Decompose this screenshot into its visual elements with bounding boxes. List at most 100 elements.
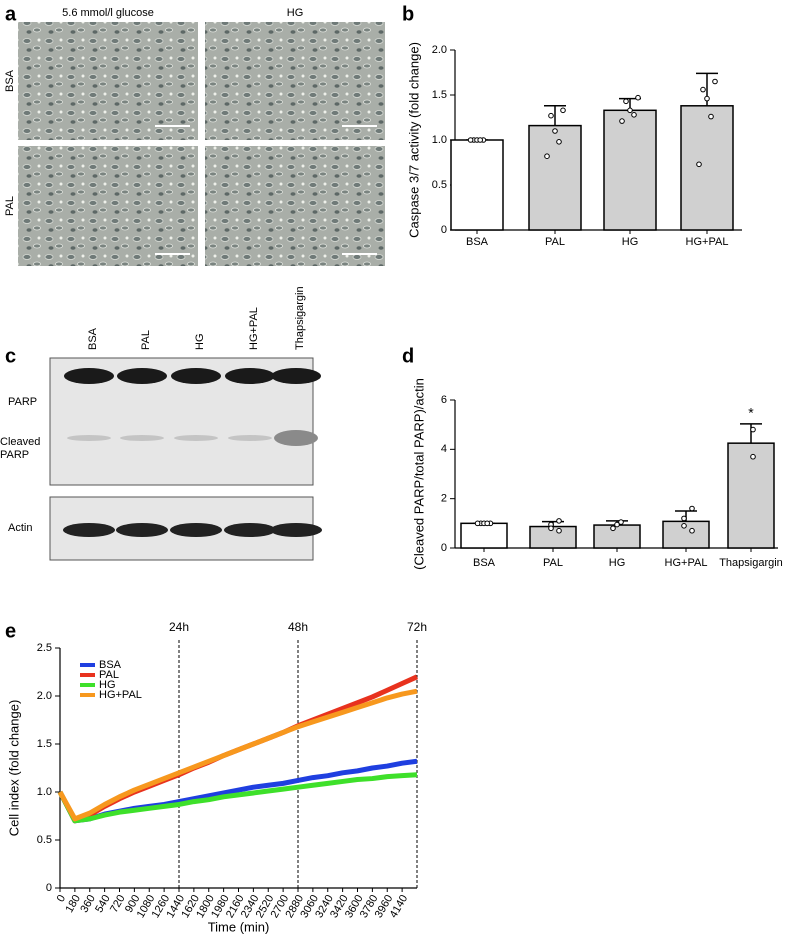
- data-point: [696, 161, 702, 168]
- y-tick-label: 0: [441, 224, 447, 236]
- bar: [680, 105, 734, 231]
- y-axis-label: Caspase 3/7 activity (fold change): [406, 42, 421, 238]
- blot-band: [274, 430, 318, 446]
- x-tick-label: Thapsigargin: [719, 557, 783, 569]
- column-label: HG: [287, 7, 304, 19]
- legend-label: HG: [99, 679, 116, 691]
- reference-label: 24h: [169, 620, 189, 634]
- bar: [593, 524, 641, 549]
- data-point: [681, 523, 687, 529]
- legend-label: HG+PAL: [99, 689, 142, 701]
- data-point: [631, 112, 637, 118]
- blot-band: [67, 435, 111, 441]
- blot-band: [64, 368, 114, 384]
- micrograph: [205, 22, 385, 140]
- x-tick-label: HG+PAL: [686, 236, 729, 248]
- data-point: [681, 515, 687, 522]
- data-point: [689, 527, 695, 534]
- y-tick-label: 0: [441, 542, 447, 554]
- y-tick-label: 0.5: [37, 834, 52, 846]
- reference-label: 72h: [407, 620, 427, 634]
- x-tick-label: HG: [622, 236, 639, 248]
- y-tick-label: 2.0: [37, 690, 52, 702]
- annotation: *: [748, 405, 754, 421]
- data-point: [618, 519, 624, 525]
- data-point: [623, 98, 629, 105]
- lane-label: HG+PAL: [248, 307, 260, 350]
- row-label: BSA: [4, 69, 16, 92]
- data-point: [635, 94, 641, 101]
- x-axis-label: Time (min): [208, 919, 270, 934]
- panel-label: c: [5, 345, 16, 367]
- column-label: 5.6 mmol/l glucose: [62, 7, 154, 19]
- lane-label: Thapsigargin: [294, 286, 306, 350]
- panel-label: e: [5, 620, 16, 642]
- data-point: [627, 107, 633, 114]
- blot-band: [224, 523, 276, 537]
- data-point: [484, 520, 491, 527]
- data-point: [548, 525, 554, 532]
- y-tick-label: 1.0: [432, 134, 447, 146]
- data-point: [610, 525, 616, 532]
- y-tick-label: 2.0: [432, 44, 447, 56]
- x-tick-label: 0: [55, 893, 68, 904]
- data-point: [556, 527, 562, 534]
- y-tick-label: 6: [441, 394, 447, 406]
- data-point: [474, 520, 481, 527]
- x-tick-label: HG: [609, 557, 626, 569]
- bar: [662, 520, 710, 549]
- data-point: [750, 453, 756, 460]
- legend-label: PAL: [99, 669, 119, 681]
- data-point: [544, 153, 550, 159]
- series-line: [57, 772, 418, 824]
- band-label: PARP: [8, 396, 38, 408]
- blot-band: [270, 523, 322, 537]
- x-tick-label: PAL: [543, 557, 563, 569]
- blot-band: [116, 523, 168, 537]
- data-point: [619, 118, 625, 124]
- micrograph: [18, 22, 198, 140]
- y-tick-label: 0.5: [432, 179, 447, 191]
- data-point: [704, 95, 710, 102]
- y-tick-label: 1.5: [37, 738, 52, 750]
- x-tick-label: BSA: [473, 557, 496, 569]
- blot-band: [117, 368, 167, 384]
- y-axis-label: (Cleaved PARP/total PARP)/actin: [411, 378, 426, 570]
- blot-band: [271, 368, 321, 384]
- row-label: PAL: [4, 196, 16, 216]
- y-tick-label: 1.0: [37, 786, 52, 798]
- micrograph: [205, 146, 385, 266]
- bar: [603, 109, 657, 231]
- data-point: [614, 521, 620, 528]
- y-tick-label: 1.5: [432, 89, 447, 101]
- blot-band: [174, 435, 218, 441]
- x-tick-label: BSA: [466, 236, 489, 248]
- data-point: [712, 78, 718, 85]
- micrographs: 5.6 mmol/l glucose HG BSA PAL: [4, 7, 385, 266]
- y-tick-label: 2.5: [37, 642, 52, 654]
- panel-label: a: [5, 3, 17, 25]
- lane-label: PAL: [140, 330, 152, 350]
- data-point: [560, 107, 566, 114]
- blot-band: [120, 435, 164, 441]
- y-tick-label: 0: [46, 882, 52, 894]
- y-tick-label: 2: [441, 493, 447, 505]
- lane-label: BSA: [87, 327, 99, 350]
- data-point: [556, 518, 562, 524]
- blot-band: [63, 523, 115, 537]
- data-point: [700, 86, 706, 93]
- y-axis-label: Cell index (fold change): [6, 700, 21, 837]
- data-point: [548, 112, 554, 119]
- blot-band: [170, 523, 222, 537]
- band-label: Cleaved PARP: [0, 436, 41, 461]
- reference-label: 48h: [288, 620, 308, 634]
- blot-band: [171, 368, 221, 384]
- lane-label: HG: [194, 334, 206, 351]
- blot-band: [225, 368, 275, 384]
- blot-band: [228, 435, 272, 441]
- panel-label: b: [402, 3, 414, 25]
- x-tick-label: HG+PAL: [665, 557, 708, 569]
- data-point: [467, 137, 474, 143]
